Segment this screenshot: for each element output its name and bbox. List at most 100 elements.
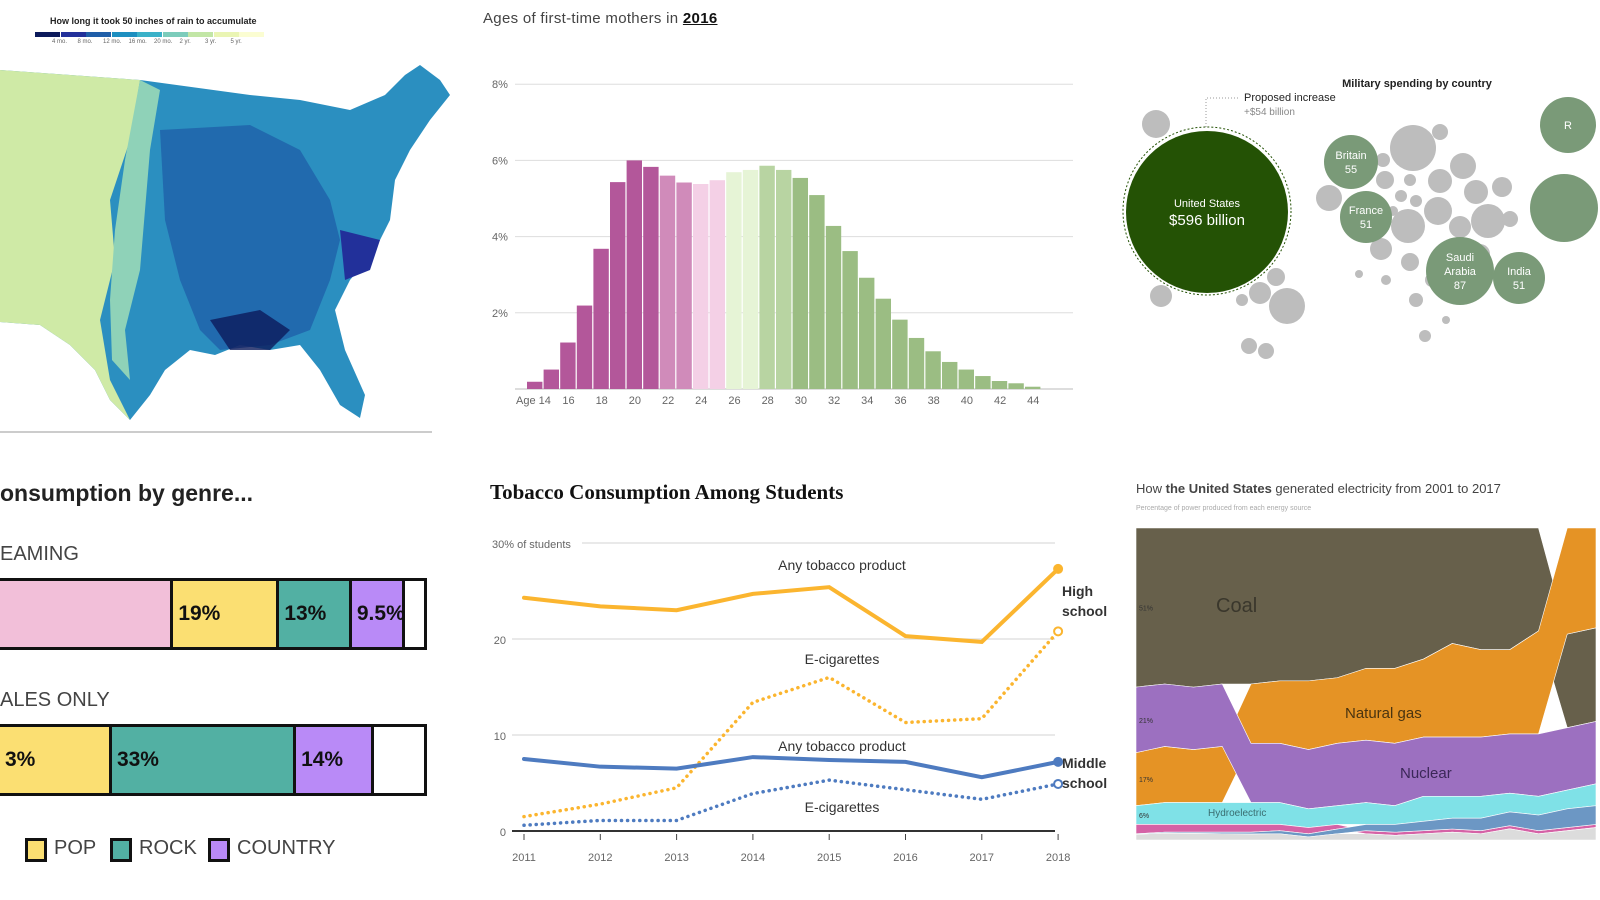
bubble-value: $596 billion xyxy=(1169,212,1245,229)
other-country-bubble xyxy=(1464,180,1488,204)
other-country-bubble xyxy=(1404,174,1416,186)
segment-other xyxy=(401,578,427,650)
legend-label: ROCK xyxy=(139,837,197,859)
series-label: Hydroelectric xyxy=(1208,808,1266,819)
mothers-age-chart: 2% 4% 6% 8% Age 14 16 18 20 22 24 26 28 30 32 34 36 38 40… xyxy=(492,79,1073,407)
segment-rock: 33% xyxy=(108,724,294,796)
other-country-bubble xyxy=(1376,153,1390,167)
wet-region xyxy=(160,125,340,350)
x-tick-label: 2015 xyxy=(817,852,841,864)
other-country-bubble xyxy=(1424,197,1452,225)
x-tick-label: 40 xyxy=(961,395,973,407)
end-point xyxy=(1053,778,1064,789)
other-country-bubble xyxy=(1142,110,1170,138)
bubble-value: 51 xyxy=(1360,219,1372,231)
bubble-value: 55 xyxy=(1345,164,1357,176)
military-bubble-chart: United States $596 billion Proposed increa… xyxy=(1122,78,1598,359)
legend-swatch xyxy=(188,32,213,37)
legend-label: 4 mo. xyxy=(52,39,68,45)
x-tick-label: 36 xyxy=(894,395,906,407)
other-country-bubble xyxy=(1409,293,1423,307)
series-label: E-cigarettes xyxy=(805,799,880,815)
proposed-increase-ring xyxy=(1122,126,1292,296)
legend-swatch xyxy=(208,838,230,862)
other-country-bubble xyxy=(1258,343,1274,359)
other-country-bubble xyxy=(1390,125,1436,171)
x-tick-label: 22 xyxy=(662,395,674,407)
bubble-britain xyxy=(1324,135,1378,189)
segment-country: 9.5% xyxy=(348,578,405,650)
bar-age-33 xyxy=(842,251,858,389)
area-other xyxy=(1135,827,1597,841)
other-country-bubble xyxy=(1419,330,1431,342)
other-country-bubble xyxy=(1442,316,1450,324)
bar-age-23 xyxy=(676,182,692,389)
tobacco-line-chart: 0 10 20 30% of students 2011 2012 2013 2014 2015… xyxy=(492,539,1107,864)
line-middle-tobacco xyxy=(522,755,1061,780)
x-tick-label: 16 xyxy=(562,395,574,407)
x-tick-label: 44 xyxy=(1027,395,1039,407)
row-label: EAMING xyxy=(0,543,79,565)
x-tick-label: 2016 xyxy=(893,852,917,864)
group-label: school xyxy=(1062,775,1107,791)
annotation-value: +$54 billion xyxy=(1244,107,1295,118)
bar-age-24 xyxy=(693,184,709,389)
end-point xyxy=(1053,756,1064,767)
bar-age-18 xyxy=(593,248,609,389)
start-percent-label: 17% xyxy=(1139,777,1153,784)
x-tick-label: 2018 xyxy=(1046,852,1070,864)
group-label: Middle xyxy=(1062,755,1107,771)
bubble-saudi-arabia xyxy=(1426,237,1494,305)
other-country-bubble xyxy=(1432,124,1448,140)
x-tick-label: 24 xyxy=(695,395,707,407)
bar-age-21 xyxy=(643,166,659,389)
other-country-bubble xyxy=(1267,268,1285,286)
group-label: school xyxy=(1062,603,1107,619)
bar-age-39 xyxy=(942,361,958,389)
line-high-tobacco xyxy=(522,566,1061,644)
x-tick-label: 30 xyxy=(795,395,807,407)
bar-age-41 xyxy=(975,376,991,389)
x-tick-label: 32 xyxy=(828,395,840,407)
other-country-bubble xyxy=(1316,185,1342,211)
other-country-bubble xyxy=(1410,195,1422,207)
bar-age-36 xyxy=(892,319,908,389)
wettest-region xyxy=(210,310,290,350)
bar-age-28 xyxy=(759,165,775,389)
line-high-ecig xyxy=(522,629,1060,819)
y-tick-label: 30% of students xyxy=(492,539,571,551)
bar-age-29 xyxy=(776,169,792,389)
bubble-label: France xyxy=(1349,205,1383,217)
end-point xyxy=(1053,626,1064,637)
bar-age-43 xyxy=(1008,383,1024,389)
genre-chart-title: onsumption by genre... xyxy=(0,480,254,506)
legend-swatch xyxy=(213,32,239,37)
y-tick-label: 8% xyxy=(492,79,508,91)
legend-label: COUNTRY xyxy=(237,837,336,859)
x-tick-label: 2013 xyxy=(664,852,688,864)
legend-swatch xyxy=(111,32,137,37)
other-country-bubble xyxy=(1355,270,1363,278)
y-tick-label: 20 xyxy=(494,635,506,647)
other-country-bubble xyxy=(1401,253,1419,271)
bar-age-25 xyxy=(709,180,725,389)
bubble-label: Arabia xyxy=(1444,266,1477,278)
legend-label: 12 mo. xyxy=(103,39,122,45)
start-percent-label: 51% xyxy=(1139,606,1153,613)
other-country-bubble xyxy=(1241,338,1257,354)
bar-age-22 xyxy=(659,175,676,389)
bar-age-40 xyxy=(958,369,974,389)
x-tick-label: 2017 xyxy=(970,852,994,864)
year-link[interactable]: 2016 xyxy=(682,10,718,27)
map-title: How long it took 50 inches of rain to ac… xyxy=(50,16,257,26)
bar-age-20 xyxy=(626,160,642,389)
x-tick-label: 18 xyxy=(596,395,608,407)
bubble-r xyxy=(1540,97,1596,153)
x-tick-label: 26 xyxy=(728,395,740,407)
series-label: Coal xyxy=(1216,595,1257,617)
annotation-leader xyxy=(1205,97,1240,127)
bubble-united-states xyxy=(1126,131,1288,293)
other-country-bubble xyxy=(1428,169,1452,193)
x-tick-label: 2012 xyxy=(588,852,612,864)
